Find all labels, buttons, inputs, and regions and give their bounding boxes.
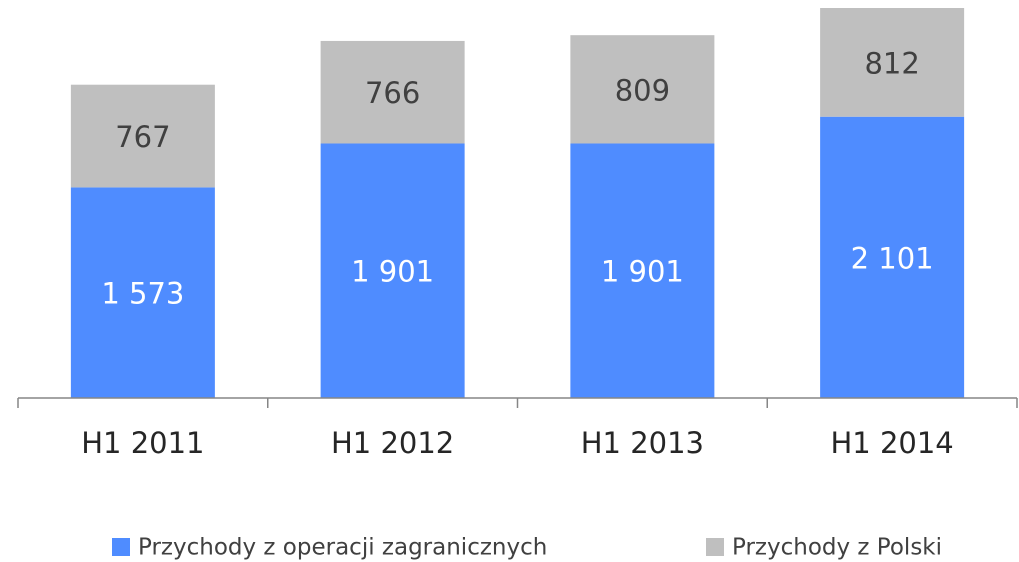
x-tick-label: H1 2011 [81,426,204,460]
legend-label: Przychody z Polski [732,535,942,561]
bar-segment [570,35,715,144]
legend-label: Przychody z operacji zagranicznych [138,535,547,561]
x-tick-label: H1 2013 [581,426,704,460]
x-tick-label: H1 2014 [830,426,953,460]
bar-segment [570,143,715,398]
x-tick-label: H1 2012 [331,426,454,460]
data-label: 766 [365,76,420,110]
legend-swatch [706,538,724,556]
data-label: 1 901 [601,255,684,289]
data-label: 767 [115,120,170,154]
bar-segment [820,8,965,117]
data-label: 809 [615,73,670,107]
data-label: 1 901 [351,255,434,289]
bar-segment [320,40,465,144]
bar-segment [70,84,215,188]
bar-segment [820,116,965,398]
data-label: 2 101 [851,241,934,275]
data-label: 1 573 [101,277,184,311]
data-label: 812 [864,46,919,80]
legend-swatch [112,538,130,556]
bar-segment [70,187,215,398]
bar-segment [320,143,465,398]
